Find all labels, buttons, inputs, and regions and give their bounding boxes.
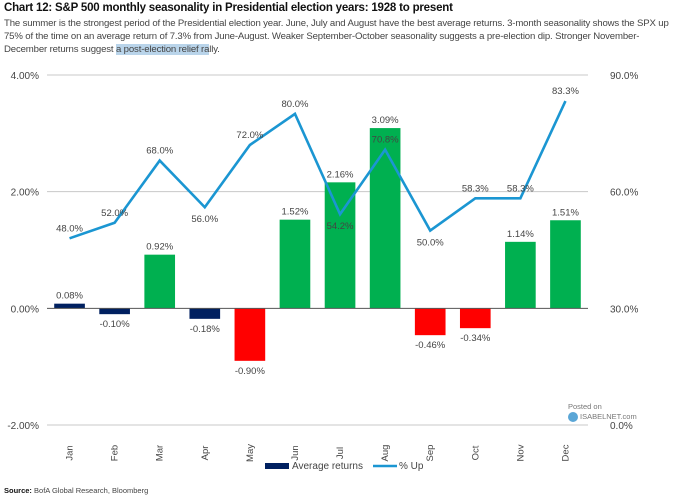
description-text: The summer is the strongest period of th… (4, 18, 669, 55)
pct-up-label: 58.3% (462, 183, 489, 194)
x-tick-label: Oct (470, 445, 481, 460)
source-text: BofA Global Research, Bloomberg (31, 486, 149, 495)
bar-value-label: 0.08% (56, 291, 83, 302)
left-tick-label: 2.00% (11, 188, 39, 199)
x-tick-label: Sep (425, 445, 436, 462)
chart-title: Chart 12: S&P 500 monthly seasonality in… (4, 2, 453, 14)
bar-nov (505, 241, 536, 309)
left-tick-label: 4.00% (11, 71, 39, 82)
bar-apr (189, 308, 221, 319)
right-tick-label: 0.0% (610, 421, 633, 432)
bar-value-label: -0.18% (190, 324, 221, 335)
pct-up-label: 52.0% (101, 208, 128, 219)
watermark-line1: Posted on (568, 402, 602, 411)
watermark: Posted on ISABELNET.com (568, 402, 637, 423)
isabelnet-logo-icon (568, 412, 578, 423)
pct-up-label: 80.0% (281, 99, 308, 110)
pct-up-label: 56.0% (191, 214, 218, 225)
left-tick-label: 0.00% (11, 304, 39, 315)
x-tick-label: Nov (515, 444, 526, 461)
x-tick-label: Dec (560, 444, 571, 461)
bar-dec (550, 220, 581, 309)
source-label: Source: (4, 486, 32, 495)
x-tick-label: Jul (335, 447, 346, 459)
pct-up-label: 68.0% (146, 146, 173, 157)
pct-up-label: 58.3% (507, 183, 534, 194)
x-tick-label: Aug (380, 445, 391, 462)
bar-aug (369, 128, 401, 309)
bar-oct (459, 308, 491, 329)
x-tick-label: Apr (200, 446, 211, 461)
bar-value-label: 1.51% (552, 207, 579, 218)
right-tick-label: 30.0% (610, 304, 638, 315)
pct-up-label: 70.8% (372, 135, 399, 146)
legend: Average returns % Up (265, 461, 424, 472)
x-tick-label: Jun (290, 445, 301, 460)
x-tick-label: May (245, 444, 256, 462)
bar-jul (324, 182, 356, 309)
chart-description: The summer is the strongest period of th… (4, 17, 676, 56)
bar-value-label: -0.46% (415, 340, 446, 351)
bar-value-label: -0.10% (100, 319, 131, 330)
x-tick-label: Feb (110, 445, 121, 461)
pct-up-label: 48.0% (56, 223, 83, 234)
bar-value-label: 0.92% (146, 242, 173, 253)
bar-value-label: 2.16% (327, 169, 354, 180)
pct-up-label: 54.2% (327, 221, 354, 232)
bar-jun (279, 219, 311, 309)
right-tick-label: 90.0% (610, 71, 638, 82)
bar-jan (54, 303, 85, 309)
bar-value-label: 1.52% (281, 207, 308, 218)
axis-labels: 4.00% 2.00% 0.00% -2.00% 90.0% 60.0% 30.0% 0.0%… (7, 71, 638, 462)
bar-value-label: -0.90% (235, 366, 266, 377)
legend-bar-swatch (265, 463, 289, 469)
bar-value-label: -0.34% (460, 333, 491, 344)
left-tick-label: -2.00% (7, 421, 39, 432)
data-labels: 0.08% -0.10% 0.92% -0.18% -0.90% 1.52% 2.16% 3.… (56, 86, 579, 377)
bar-value-label: 1.14% (507, 229, 534, 240)
x-tick-label: Mar (155, 445, 166, 461)
pct-up-label: 50.0% (417, 238, 444, 249)
source-note: Source: BofA Global Research, Bloomberg (4, 486, 148, 495)
pct-up-line (69, 100, 567, 240)
legend-line-label: % Up (399, 461, 424, 472)
pct-up-label: 83.3% (552, 86, 579, 97)
description-tail: lly. (209, 44, 220, 55)
description-highlight: a post-election relief ra (115, 44, 210, 55)
x-tick-label: Jan (65, 445, 76, 460)
pct-up-label: 72.0% (236, 130, 263, 141)
watermark-line2: ISABELNET.com (580, 412, 637, 421)
right-tick-label: 60.0% (610, 188, 638, 199)
pct-up-polyline (69, 100, 567, 240)
bar-feb (99, 308, 130, 315)
bars (54, 128, 581, 361)
bar-sep (414, 308, 446, 336)
bar-value-label: 3.09% (372, 115, 399, 126)
bar-mar (144, 254, 176, 309)
legend-bar-label: Average returns (292, 461, 363, 472)
bar-may (234, 308, 266, 361)
